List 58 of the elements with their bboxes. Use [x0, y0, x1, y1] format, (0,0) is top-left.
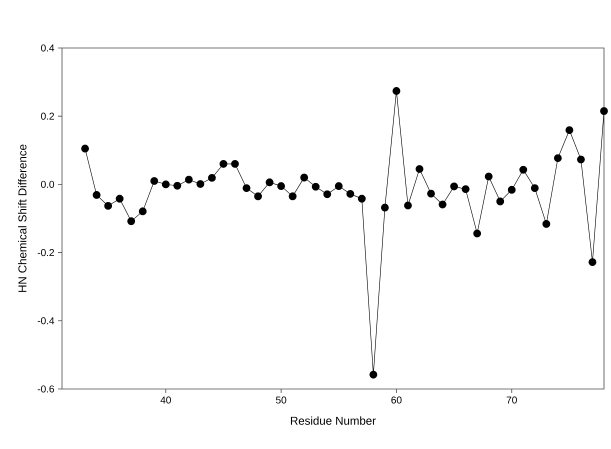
- point: [138, 207, 147, 216]
- y-tick-label: 0.2: [41, 112, 54, 120]
- y-tick-label: -0.6: [38, 385, 54, 393]
- y-tick-label: -0.4: [38, 317, 54, 324]
- point: [600, 107, 608, 115]
- point: [484, 172, 493, 180]
- point: [450, 182, 458, 190]
- point: [416, 165, 424, 173]
- point: [150, 177, 158, 185]
- point: [496, 198, 504, 206]
- point: [81, 144, 89, 152]
- point: [588, 258, 596, 266]
- point: [404, 202, 412, 210]
- point: [173, 182, 182, 190]
- point: [220, 160, 228, 168]
- point: [162, 180, 170, 188]
- point: [358, 194, 366, 203]
- point: [127, 217, 136, 226]
- point: [266, 178, 274, 186]
- point: [104, 202, 112, 210]
- point: [254, 192, 262, 200]
- point: [542, 220, 550, 228]
- point: [554, 154, 562, 162]
- point: [116, 194, 124, 203]
- y-tick-label: 0.0: [41, 180, 54, 188]
- y-tick-label: -0.2: [38, 249, 54, 256]
- point: [242, 184, 250, 192]
- y-tick-label: 0.4: [41, 44, 54, 52]
- point: [346, 190, 354, 198]
- point: [473, 230, 482, 238]
- point: [438, 200, 446, 208]
- point: [184, 176, 193, 184]
- point: [519, 166, 528, 174]
- point: [577, 156, 585, 164]
- x-tick-label: 40: [160, 396, 171, 404]
- point: [369, 370, 378, 379]
- point: [392, 87, 400, 95]
- x-tick-label: 60: [391, 396, 402, 404]
- point: [208, 174, 216, 182]
- x-tick-label: 50: [276, 396, 286, 404]
- y-axis-title: HN Chemical Shift Difference: [18, 144, 26, 292]
- point: [530, 184, 539, 192]
- point: [312, 182, 320, 191]
- x-tick-label: 70: [506, 396, 517, 404]
- x-axis-title: Residue Number: [290, 416, 376, 425]
- point: [196, 180, 204, 188]
- point: [300, 174, 308, 182]
- point: [231, 160, 239, 168]
- point: [323, 190, 332, 198]
- point: [92, 191, 101, 199]
- point: [566, 126, 574, 134]
- point: [462, 185, 470, 194]
- point: [334, 182, 343, 190]
- point: [277, 182, 286, 190]
- point: [508, 186, 516, 194]
- point: [380, 204, 389, 212]
- point: [427, 190, 435, 198]
- point: [288, 192, 297, 200]
